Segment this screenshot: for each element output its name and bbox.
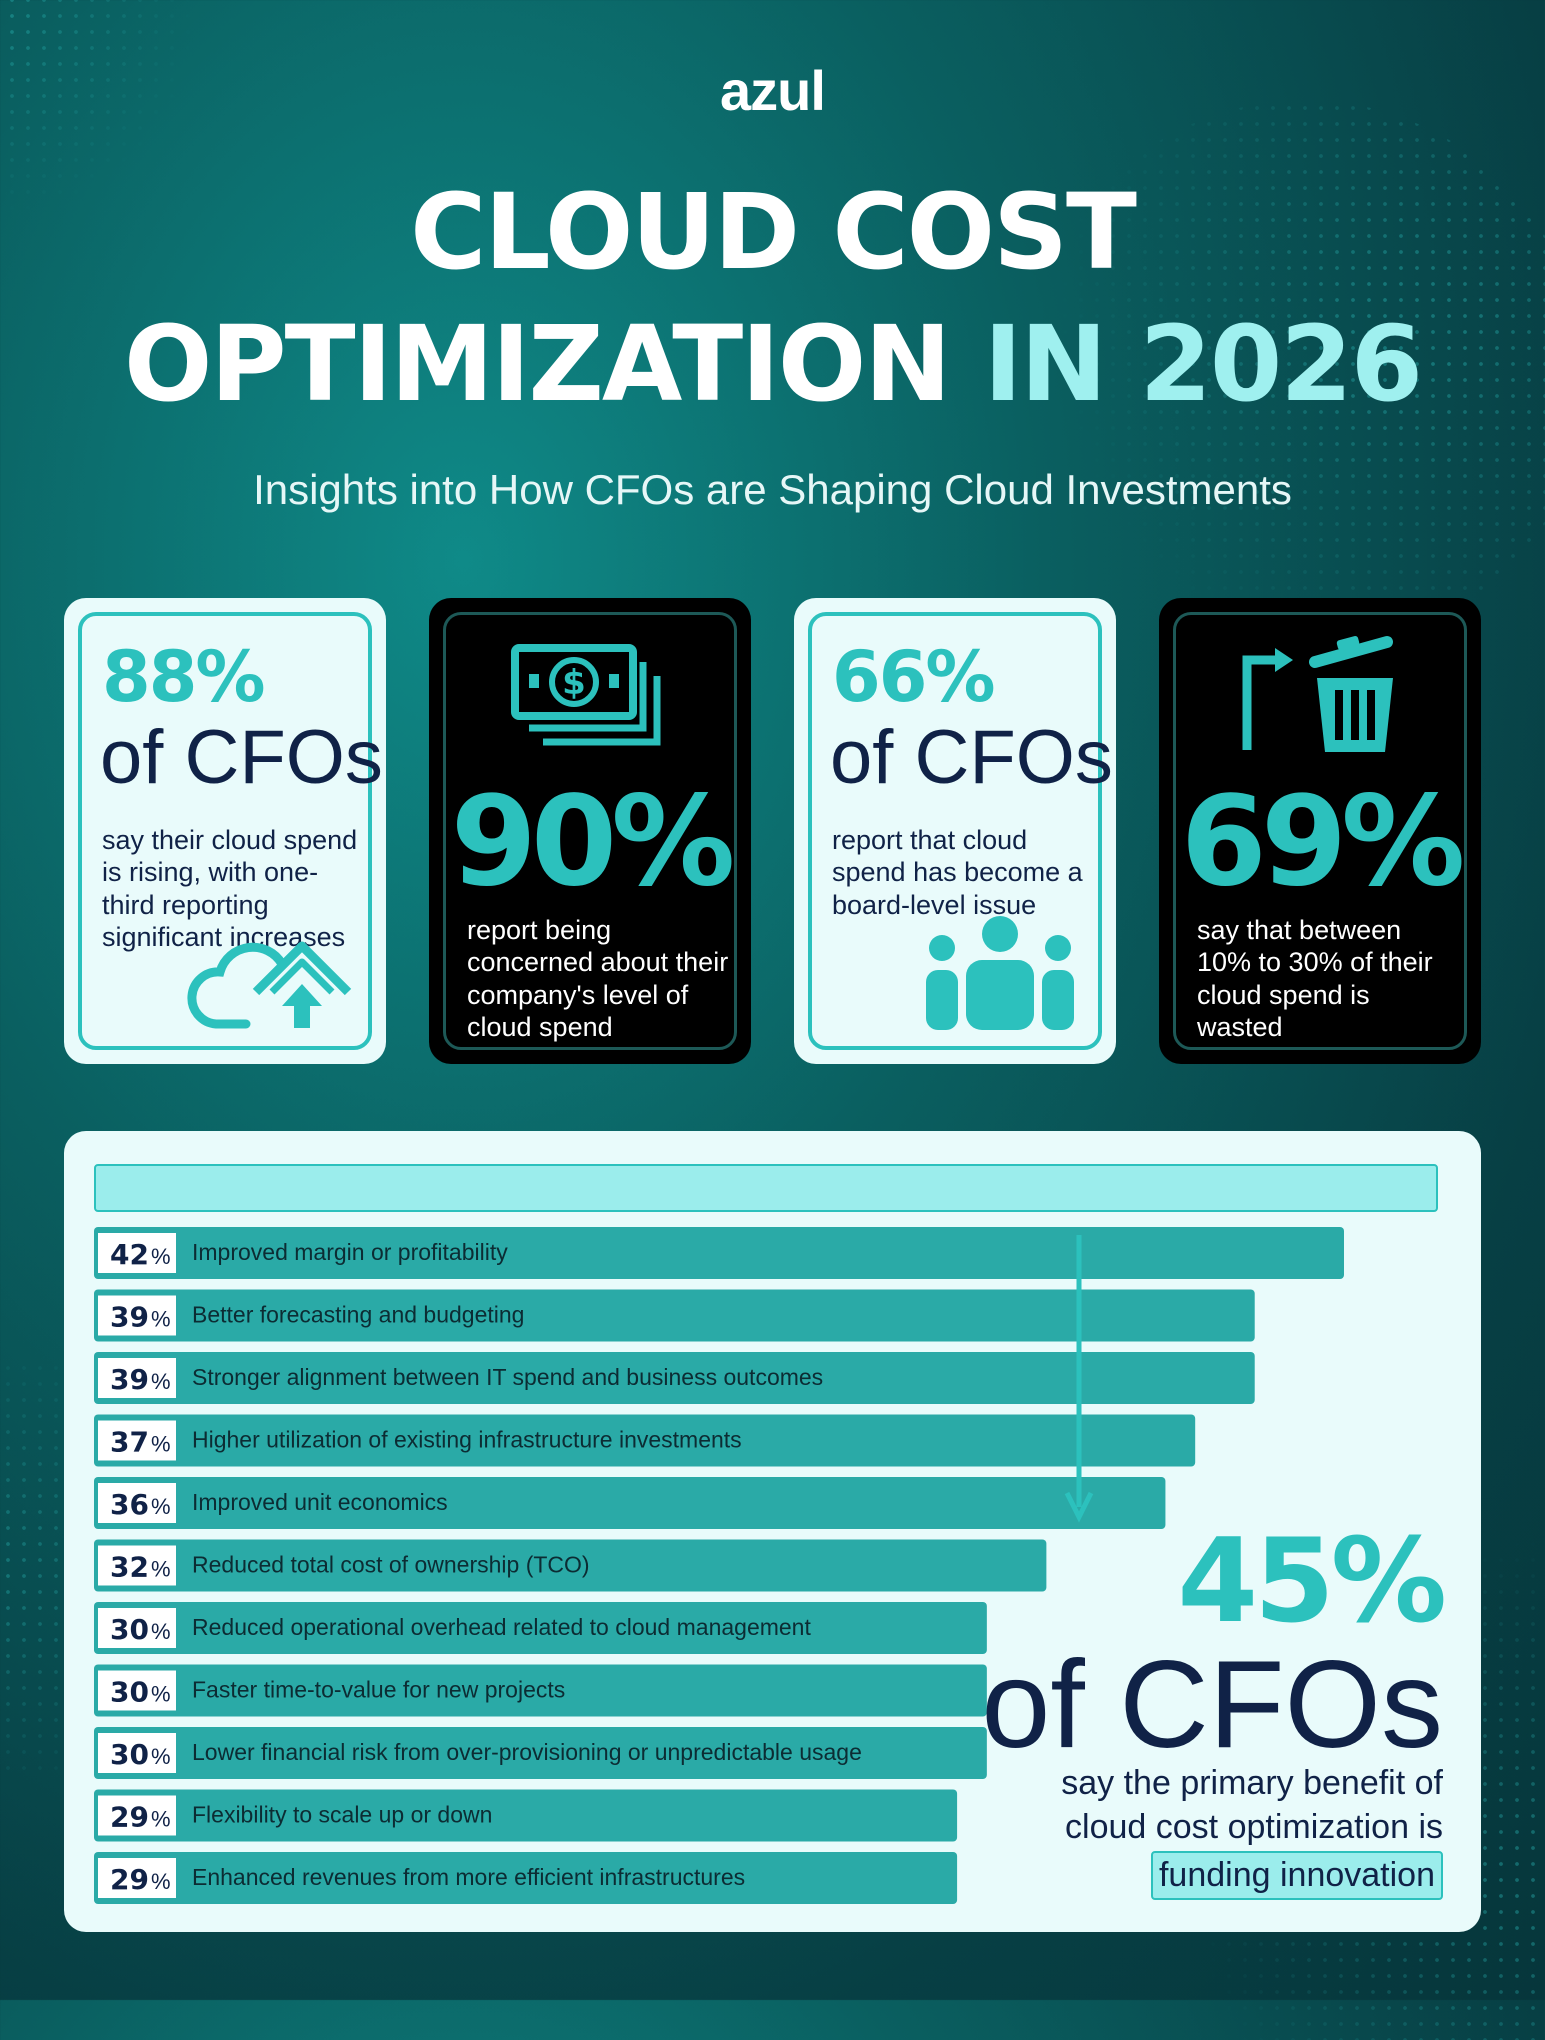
card-border bbox=[1173, 612, 1467, 1050]
stat-card-88: 88% of CFOs say their cloud spend is ris… bbox=[64, 598, 386, 1064]
bar-value-label: 37% bbox=[110, 1426, 171, 1459]
bar-category-label: Flexibility to scale up or down bbox=[192, 1802, 492, 1828]
title-line-2: OPTIMIZATION IN 2026 bbox=[0, 312, 1545, 416]
bar-value-label: 36% bbox=[110, 1488, 171, 1521]
stat-description: report being concerned about their compa… bbox=[467, 915, 729, 1043]
subtitle: Insights into How CFOs are Shaping Cloud… bbox=[253, 466, 1292, 513]
bar bbox=[94, 1789, 958, 1842]
stat-card-90: $ 90% report being concerned about their… bbox=[429, 598, 751, 1064]
bar bbox=[94, 1227, 1344, 1279]
callout-text: say the primary benefit of cloud cost op… bbox=[1061, 1764, 1443, 1847]
stat-percent: 69% bbox=[1180, 770, 1466, 914]
stat-card-69: 69% say that between 10% to 30% of their… bbox=[1159, 598, 1481, 1064]
bar-value-badge bbox=[98, 1608, 176, 1648]
bar bbox=[94, 1414, 1196, 1467]
stat-card-66: 66% of CFOs report that cloud spend has … bbox=[794, 598, 1116, 1064]
bar-value-badge bbox=[98, 1545, 176, 1586]
bar-category-label: Lower financial risk from over-provision… bbox=[192, 1739, 862, 1765]
bar bbox=[94, 1852, 958, 1904]
svg-text:$: $ bbox=[562, 663, 586, 703]
bar bbox=[94, 1539, 1047, 1592]
arrow-down-icon bbox=[1064, 1235, 1094, 1523]
bar bbox=[94, 1602, 987, 1654]
bar-value-badge bbox=[98, 1670, 176, 1711]
stat-percent: 66% bbox=[832, 636, 996, 718]
bar-category-label: Reduced total cost of ownership (TCO) bbox=[192, 1552, 590, 1578]
bar-category-label: Improved margin or profitability bbox=[192, 1239, 508, 1265]
title-line-1: CLOUD COST bbox=[410, 171, 1137, 293]
callout-highlight: funding innovation bbox=[1150, 1851, 1443, 1900]
stat-unit: of CFOs bbox=[100, 715, 383, 800]
trash-can-icon bbox=[1242, 635, 1393, 752]
callout-percent: 45% bbox=[1177, 1514, 1447, 1649]
bar-value-label: 30% bbox=[110, 1676, 171, 1709]
cloud-upload-icon bbox=[187, 941, 352, 1029]
card-border bbox=[808, 612, 1102, 1050]
bar-value-label: 42% bbox=[110, 1238, 171, 1271]
bar-category-label: Stronger alignment between IT spend and … bbox=[192, 1364, 823, 1390]
bar-category-label: Improved unit economics bbox=[192, 1489, 448, 1515]
bar-category-label: Reduced operational overhead related to … bbox=[192, 1614, 811, 1640]
dot-pattern bbox=[1025, 100, 1545, 660]
bar-value-label: 39% bbox=[110, 1301, 171, 1334]
bar-value-label: 29% bbox=[110, 1801, 171, 1834]
bar-value-badge bbox=[98, 1295, 176, 1336]
callout-unit: of CFOs bbox=[981, 1636, 1443, 1774]
stat-unit: of CFOs bbox=[830, 715, 1113, 800]
people-group-icon bbox=[926, 916, 1074, 1030]
bar-category-label: Faster time-to-value for new projects bbox=[192, 1677, 565, 1703]
bar bbox=[94, 1477, 1166, 1529]
title-main: OPTIMIZATION bbox=[124, 303, 951, 425]
card-border bbox=[78, 612, 372, 1050]
bar-value-badge bbox=[98, 1483, 176, 1523]
stat-description: report that cloud spend has become a boa… bbox=[832, 825, 1083, 920]
bar-value-label: 39% bbox=[110, 1363, 171, 1396]
card-border bbox=[443, 612, 737, 1050]
money-stack-icon: $ bbox=[511, 644, 661, 746]
benefits-bar-chart: 42% Improved margin or profitability 39% Be… bbox=[94, 1227, 1344, 1904]
callout-description: say the primary benefit of cloud cost op… bbox=[983, 1761, 1443, 1900]
bar-value-badge bbox=[98, 1420, 176, 1461]
bar-value-badge bbox=[98, 1358, 176, 1398]
stat-description: say that between 10% to 30% of their clo… bbox=[1197, 915, 1433, 1043]
bar-value-label: 32% bbox=[110, 1551, 171, 1584]
stat-description: say their cloud spend is rising, with on… bbox=[102, 825, 358, 953]
bar-value-badge bbox=[98, 1733, 176, 1773]
brand-logo: azul bbox=[720, 59, 826, 122]
dot-pattern bbox=[0, 0, 200, 220]
bar-value-label: 30% bbox=[110, 1738, 171, 1771]
bar-category-label: Higher utilization of existing infrastru… bbox=[192, 1427, 742, 1453]
bar-value-badge bbox=[98, 1858, 176, 1898]
bar-value-badge bbox=[98, 1233, 176, 1273]
bar-value-badge bbox=[98, 1795, 176, 1836]
bar bbox=[94, 1664, 987, 1717]
stat-percent: 88% bbox=[102, 636, 266, 718]
bar-value-label: 30% bbox=[110, 1613, 171, 1646]
bar-category-label: Better forecasting and budgeting bbox=[192, 1302, 524, 1328]
title-highlight: IN 2026 bbox=[983, 303, 1423, 425]
stat-percent: 90% bbox=[450, 770, 736, 914]
bar bbox=[94, 1727, 987, 1779]
bar bbox=[94, 1352, 1255, 1404]
bar-category-label: Enhanced revenues from more efficient in… bbox=[192, 1864, 745, 1890]
chart-header-bar bbox=[94, 1164, 1438, 1212]
benefits-chart-panel: 42% Improved margin or profitability 39% Be… bbox=[64, 1131, 1481, 1932]
bar-value-label: 29% bbox=[110, 1863, 171, 1896]
bar bbox=[94, 1289, 1255, 1342]
